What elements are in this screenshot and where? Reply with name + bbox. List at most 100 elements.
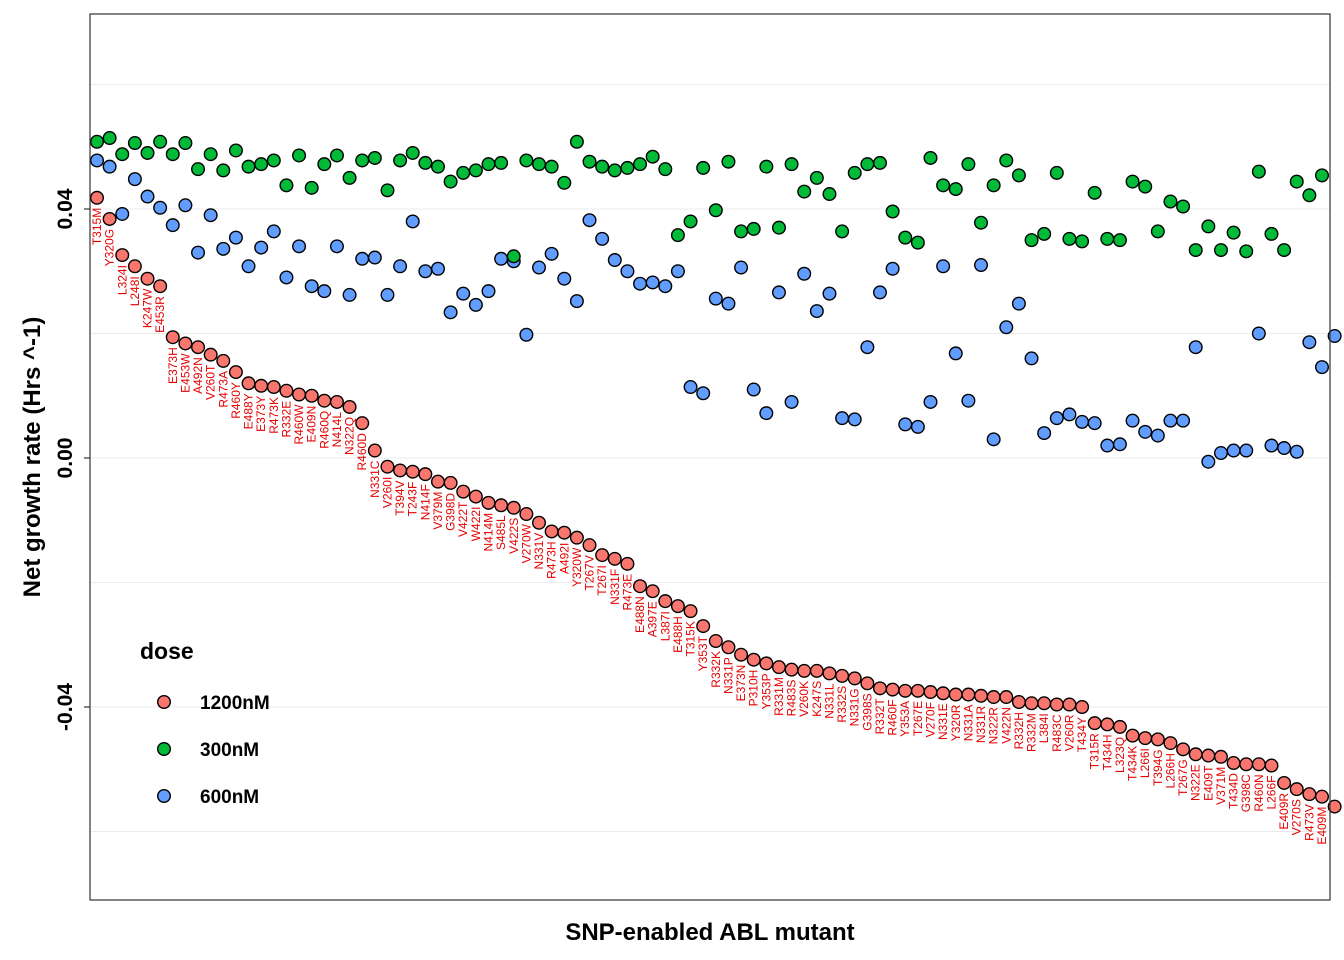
point-1200nM: [367, 443, 382, 458]
mutant-label: Y320G: [103, 229, 117, 266]
point-600nM: [910, 419, 925, 434]
point-300nM: [1264, 226, 1279, 241]
mutant-label: V260I: [380, 477, 394, 508]
point-300nM: [771, 220, 786, 235]
mutant-label: L248I: [128, 276, 142, 306]
point-1200nM: [835, 668, 850, 683]
point-600nM: [835, 411, 850, 426]
point-1200nM: [1087, 716, 1102, 731]
point-600nM: [683, 380, 698, 395]
point-600nM: [1024, 351, 1039, 366]
point-300nM: [1302, 188, 1317, 203]
mutant-label: E373N: [734, 665, 748, 702]
point-300nM: [633, 157, 648, 172]
mutant-label: E373H: [166, 347, 180, 384]
point-300nM: [506, 249, 521, 264]
point-600nM: [771, 285, 786, 300]
point-600nM: [1289, 444, 1304, 459]
point-1200nM: [1075, 700, 1090, 715]
mutant-label: R460Q: [317, 411, 331, 449]
point-600nM: [228, 230, 243, 245]
mutant-label: T434Y: [1075, 717, 1089, 752]
mutant-label: R483S: [785, 680, 799, 717]
point-1200nM: [910, 683, 925, 698]
point-300nM: [266, 153, 281, 168]
point-600nM: [1138, 424, 1153, 439]
point-300nM: [317, 157, 332, 172]
y-axis-title: Net growth rate (Hrs ^-1): [19, 317, 46, 598]
point-600nM: [355, 251, 370, 266]
point-600nM: [329, 239, 344, 254]
mutant-label: T434H: [1100, 734, 1114, 770]
mutant-label: R460N: [1252, 774, 1266, 811]
point-1200nM: [885, 682, 900, 697]
mutant-label: N331F: [608, 569, 622, 605]
y-tick-label: 0.04: [54, 188, 77, 229]
point-600nM: [178, 198, 193, 213]
point-1200nM: [1264, 758, 1279, 773]
point-600nM: [1314, 360, 1329, 375]
point-300nM: [1201, 219, 1216, 234]
point-1200nM: [771, 660, 786, 675]
point-600nM: [241, 259, 256, 274]
point-600nM: [847, 412, 862, 427]
point-1200nM: [999, 690, 1014, 705]
mutant-label: L387I: [658, 611, 672, 641]
point-600nM: [127, 172, 142, 187]
point-300nM: [1277, 243, 1292, 258]
point-1200nM: [178, 336, 193, 351]
point-1200nM: [721, 640, 736, 655]
mutant-label: N414M: [481, 513, 495, 552]
point-1200nM: [1011, 695, 1026, 710]
mutant-label: T267I: [595, 565, 609, 596]
mutant-label: A397E: [646, 601, 660, 637]
mutant-label: V260K: [797, 681, 811, 717]
point-600nM: [658, 279, 673, 294]
point-1200nM: [582, 538, 597, 553]
point-600nM: [1125, 413, 1140, 428]
mutant-label: N331P: [721, 657, 735, 694]
point-600nM: [266, 224, 281, 239]
point-600nM: [165, 218, 180, 233]
point-300nM: [708, 203, 723, 218]
point-600nM: [822, 286, 837, 301]
point-300nM: [872, 155, 887, 170]
mutant-label: N322E: [1189, 764, 1203, 801]
point-600nM: [216, 241, 231, 256]
point-600nM: [203, 208, 218, 223]
point-600nM: [1062, 407, 1077, 422]
point-300nM: [607, 163, 622, 178]
point-300nM: [974, 215, 989, 230]
point-300nM: [191, 162, 206, 177]
point-600nM: [456, 286, 471, 301]
mutant-label: T315R: [1088, 733, 1102, 769]
point-1200nM: [266, 380, 281, 395]
point-600nM: [734, 260, 749, 275]
point-600nM: [1100, 438, 1115, 453]
point-300nM: [481, 157, 496, 172]
point-600nM: [304, 279, 319, 294]
point-1200nM: [683, 604, 698, 619]
legend-label-600nM: 600nM: [200, 787, 259, 808]
point-1200nM: [986, 690, 1001, 705]
point-1200nM: [304, 388, 319, 403]
point-1200nM: [759, 656, 774, 671]
point-300nM: [569, 134, 584, 149]
mutant-label: T394G: [1151, 749, 1165, 786]
point-1200nM: [620, 556, 635, 571]
point-1200nM: [89, 190, 104, 205]
point-300nM: [1188, 243, 1203, 258]
mutant-label: Y353A: [898, 701, 912, 737]
point-1200nM: [1327, 799, 1342, 814]
point-600nM: [645, 275, 660, 290]
point-1200nM: [860, 676, 875, 691]
y-tick-label: -0.04: [54, 683, 77, 731]
point-600nM: [367, 250, 382, 265]
point-300nM: [860, 157, 875, 172]
point-600nM: [974, 258, 989, 273]
point-1200nM: [872, 681, 887, 696]
point-1200nM: [228, 365, 243, 380]
point-1200nM: [1125, 728, 1140, 743]
